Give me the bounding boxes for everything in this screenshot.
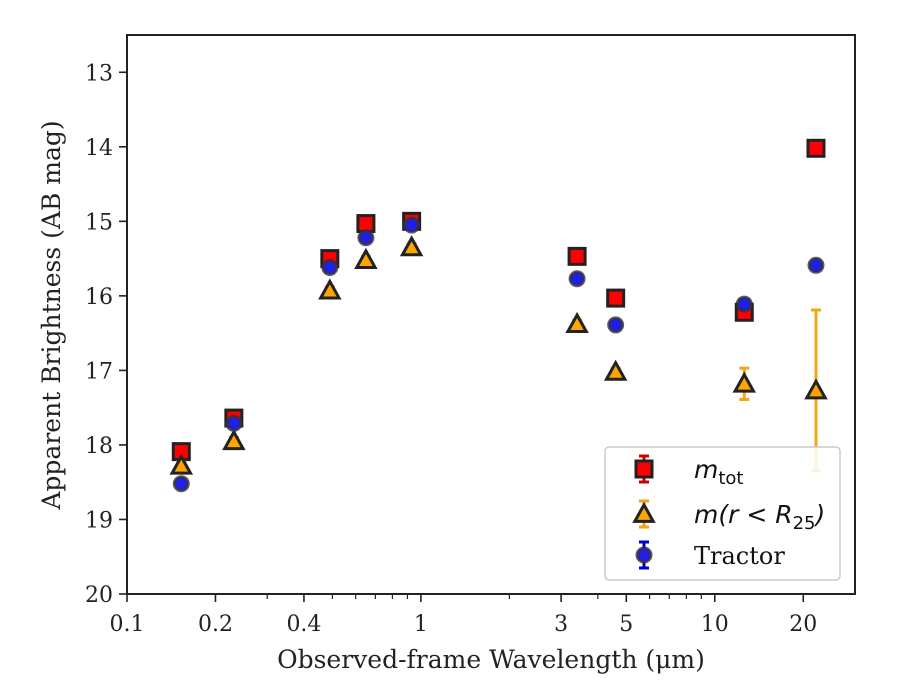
data-point [225,414,243,432]
data-point [318,278,342,300]
legend-marker [632,501,656,523]
data-point [567,246,587,266]
legend-entry-m-r25: m(r < R25) [632,499,825,534]
x-tick-label: 5 [619,612,633,637]
x-tick-label: 20 [789,612,817,637]
y-tick-label: 14 [85,136,113,161]
y-axis-title: Apparent Brightness (AB mag) [37,120,66,510]
y-tick-label: 20 [85,583,113,608]
y-tick-label: 17 [85,359,113,384]
data-point [356,214,376,234]
legend-marker [635,546,653,564]
data-point [603,359,628,381]
legend-label: Tractor [694,542,785,570]
x-tick-label: 0.4 [286,612,321,637]
data-point [403,216,421,234]
series-tractor [172,216,825,493]
y-tick-label: 19 [85,508,113,533]
x-tick-label: 10 [701,612,729,637]
x-tick-label: 1 [414,612,428,637]
series-m-r25 [169,235,828,475]
data-point [222,428,246,451]
legend-label: m(r < R25) [694,500,825,534]
legend-label: mtot [694,455,744,489]
data-point [169,453,194,475]
data-point [606,288,626,308]
legend-box [604,446,841,581]
y-tick-label: 18 [85,434,113,459]
y-tick-label: 13 [85,61,113,86]
x-axis-title: Observed-frame Wavelength (μm) [277,645,705,674]
data-point [354,247,378,269]
data-point [807,256,825,274]
data-point [357,229,375,247]
data-point [399,235,424,257]
data-point [321,259,339,277]
plot-frame [126,34,856,595]
data-point [565,311,589,334]
data-point [568,270,586,288]
legend-entry-m-tot: mtot [634,454,744,489]
data-point [735,295,753,313]
y-tick-label: 15 [85,210,113,235]
data-point [172,475,190,493]
series-m-tot [171,138,826,462]
data-point [732,371,757,393]
x-tick-label: 0.2 [198,612,233,637]
x-tick-label: 3 [554,612,568,637]
legend: mtot m(r < R25) Tractor [604,446,841,581]
data-point [804,378,828,400]
data-point [607,316,625,334]
x-tick-label: 0.1 [110,612,145,637]
legend-marker [634,459,654,479]
y-tick-label: 16 [85,285,113,310]
legend-entry-tractor: Tractor [635,540,785,570]
data-marks-layer [169,138,828,493]
data-point [806,138,826,158]
